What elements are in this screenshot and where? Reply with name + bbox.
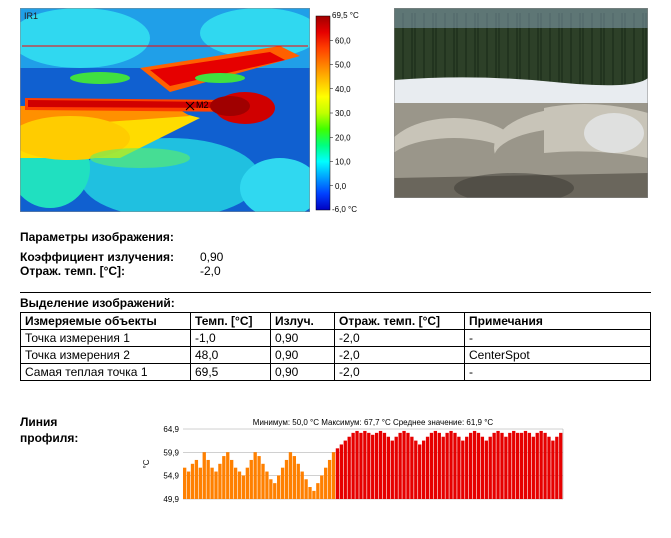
svg-text:64,9: 64,9 [163,425,179,434]
table-cell: Самая теплая точка 1 [21,364,191,381]
selection-title: Выделение изображений: [20,296,651,310]
measurements-table: Измеряемые объектыТемп. [°С]Излуч.Отраж.… [20,312,651,381]
param-row: Отраж. темп. [°C]:-2,0 [20,264,651,278]
svg-text:69,5 °C: 69,5 °C [332,11,359,20]
thermal-block: M2 IR1 69,5 °C -6,0 °C 60,0 50,0 40,0 30,0 20,0… [20,8,366,214]
table-cell: 69,5 [191,364,271,381]
svg-text:0,0: 0,0 [335,182,347,191]
thermal-image: M2 IR1 [20,8,310,212]
reference-photo [394,8,648,198]
table-header-cell: Излуч. [271,313,335,330]
table-cell: 48,0 [191,347,271,364]
param-label: Отраж. темп. [°C]: [20,264,200,278]
svg-text:40,0: 40,0 [335,85,351,94]
profile-label: Линия профиля: [20,415,115,446]
profile-block: Линия профиля: Минимум: 50,0 °C Максимум… [20,415,651,509]
table-cell: -2,0 [335,330,465,347]
svg-text:59,9: 59,9 [163,448,179,457]
table-cell: - [465,364,651,381]
colorbar: 69,5 °C -6,0 °C 60,0 50,0 40,0 30,0 20,0 10,0 0,… [314,8,366,214]
table-header-row: Измеряемые объектыТемп. [°С]Излуч.Отраж.… [21,313,651,330]
params-title: Параметры изображения: [20,230,651,244]
table-cell: 0,90 [271,364,335,381]
table-cell: -2,0 [335,347,465,364]
svg-text:°C: °C [142,459,151,468]
svg-text:M2: M2 [196,100,209,110]
param-label: Коэффициент излучения: [20,250,200,264]
svg-text:49,9: 49,9 [163,495,179,504]
table-header-cell: Примечания [465,313,651,330]
table-header-cell: Темп. [°С] [191,313,271,330]
param-value: -2,0 [200,264,221,278]
svg-text:20,0: 20,0 [335,133,351,142]
table-header-cell: Измеряемые объекты [21,313,191,330]
svg-text:30,0: 30,0 [335,109,351,118]
table-row: Точка измерения 1-1,00,90-2,0- [21,330,651,347]
table-cell: -1,0 [191,330,271,347]
table-row: Самая теплая точка 169,50,90-2,0- [21,364,651,381]
table-cell: 0,90 [271,347,335,364]
svg-text:IR1: IR1 [24,11,38,21]
table-row: Точка измерения 248,00,90-2,0CenterSpot [21,347,651,364]
param-row: Коэффициент излучения:0,90 [20,250,651,264]
table-cell: CenterSpot [465,347,651,364]
table-cell: 0,90 [271,330,335,347]
table-cell: Точка измерения 2 [21,347,191,364]
table-header-cell: Отраж. темп. [°С] [335,313,465,330]
table-cell: - [465,330,651,347]
svg-text:10,0: 10,0 [335,158,351,167]
table-cell: -2,0 [335,364,465,381]
param-value: 0,90 [200,250,223,264]
svg-text:60,0: 60,0 [335,36,351,45]
svg-text:54,9: 54,9 [163,472,179,481]
image-row: M2 IR1 69,5 °C -6,0 °C 60,0 50,0 40,0 30,0 20,0… [20,8,651,214]
svg-text:-6,0 °C: -6,0 °C [332,205,357,214]
image-parameters: Параметры изображения: Коэффициент излуч… [20,230,651,278]
svg-text:Минимум: 50,0 °C Максимум: 67,: Минимум: 50,0 °C Максимум: 67,7 °C Средн… [253,418,494,427]
table-cell: Точка измерения 1 [21,330,191,347]
svg-text:50,0: 50,0 [335,61,351,70]
separator [20,292,651,293]
profile-chart: Минимум: 50,0 °C Максимум: 67,7 °C Средн… [135,415,651,509]
